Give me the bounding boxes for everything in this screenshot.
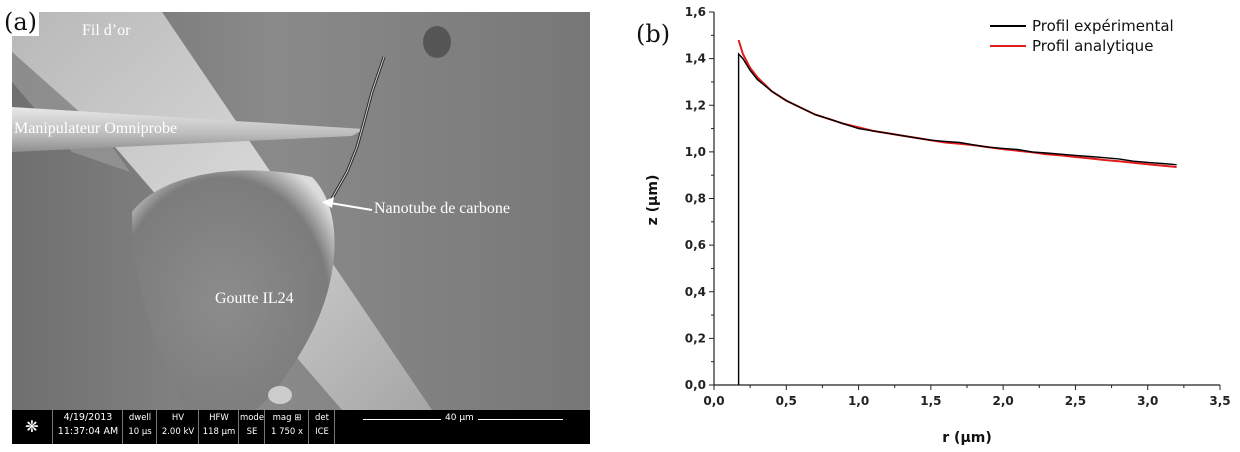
sem-image: Fil d’or Manipulateur Omniprobe Nanotube… [12, 12, 590, 410]
sem-micrograph [12, 12, 590, 410]
y-tick-label: 0,4 [685, 285, 706, 299]
scale-bar-label: 40 µm [441, 413, 478, 423]
hfw-value: 118 µm [202, 427, 236, 437]
chart-legend: Profil expérimental Profil analytique [990, 17, 1174, 55]
legend-label-0: Profil expérimental [1032, 17, 1174, 35]
y-tick-label: 1,0 [685, 145, 706, 159]
label-nanotube: Nanotube de carbone [374, 200, 510, 217]
il24-drop [132, 170, 335, 410]
chart-series [737, 39, 1177, 385]
y-tick-label: 0,6 [685, 238, 706, 252]
dwell-cell: dwell 10 µs [122, 410, 157, 444]
x-tick-label: 1,5 [920, 394, 941, 408]
det-value: ICE [315, 427, 329, 437]
scale-cell: 40 µm [334, 410, 591, 444]
sem-info-bar: ❋ 4/19/2013 11:37:04 AM dwell 10 µs HV 2… [12, 410, 590, 444]
x-tick-label: 2,5 [1065, 394, 1086, 408]
y-tick-label: 1,6 [685, 5, 706, 19]
panel-b-letter: (b) [636, 20, 671, 48]
label-gold-wire: Fil d’or [82, 22, 131, 39]
hv-value: 2.00 kV [161, 427, 195, 437]
mag-cell: mag ⊞ 1 750 x [264, 410, 309, 444]
mode-cell: mode SE [238, 410, 265, 444]
fei-logo-cell: ❋ [12, 410, 52, 444]
x-tick-label: 3,0 [1137, 394, 1158, 408]
det-label: det [315, 413, 329, 423]
det-cell: det ICE [308, 410, 335, 444]
hv-label: HV [171, 413, 185, 423]
chart-ticks: 0,0 0,5 1,0 1,5 2,0 2,5 3,0 3,5 0,0 0,2 0,4 0,6 0,8 1… [685, 5, 1231, 408]
y-axis-title: z (µm) [645, 175, 661, 226]
panel-a-letter: (a) [2, 8, 40, 36]
series-line-0 [737, 52, 1177, 385]
mode-label: mode [239, 413, 265, 423]
series-line-1 [737, 39, 1177, 168]
label-drop: Goutte IL24 [215, 290, 294, 307]
y-tick-label: 0,8 [685, 192, 706, 206]
x-tick-label: 1,0 [848, 394, 869, 408]
nanotube-arrow [329, 202, 373, 211]
x-tick-label: 0,5 [776, 394, 797, 408]
label-manipulator: Manipulateur Omniprobe [14, 120, 178, 137]
hfw-label: HFW [209, 413, 229, 423]
small-droplet [268, 386, 292, 404]
dwell-label: dwell [128, 413, 152, 423]
x-axis-title: r (µm) [942, 430, 991, 446]
mag-label: mag ⊞ [272, 413, 302, 423]
x-tick-label: 2,0 [993, 394, 1014, 408]
omniprobe-needle [12, 107, 364, 152]
carbon-nanotube-highlight [329, 56, 385, 203]
dark-spot [423, 26, 451, 58]
chart-axes [713, 12, 1220, 386]
profile-chart: 0,0 0,5 1,0 1,5 2,0 2,5 3,0 3,5 0,0 0,2 0,4 0,6 0,8 1… [645, 5, 1231, 446]
y-tick-label: 0,2 [685, 331, 706, 345]
y-tick-label: 0,0 [685, 378, 706, 392]
date-value: 4/19/2013 [63, 412, 113, 423]
legend-label-1: Profil analytique [1032, 37, 1153, 55]
time-value: 11:37:04 AM [57, 426, 119, 437]
dwell-value: 10 µs [128, 427, 152, 437]
date-cell: 4/19/2013 11:37:04 AM [52, 410, 123, 444]
nanotube-arrow-head [322, 197, 334, 208]
hfw-cell: HFW 118 µm [198, 410, 239, 444]
fei-logo-icon: ❋ [25, 417, 39, 436]
x-tick-label: 0,0 [703, 394, 724, 408]
y-tick-label: 1,4 [685, 52, 706, 66]
mode-value: SE [246, 427, 258, 437]
hv-cell: HV 2.00 kV [156, 410, 199, 444]
y-tick-label: 1,2 [685, 98, 706, 112]
x-tick-label: 3,5 [1209, 394, 1230, 408]
mag-value: 1 750 x [270, 427, 304, 437]
